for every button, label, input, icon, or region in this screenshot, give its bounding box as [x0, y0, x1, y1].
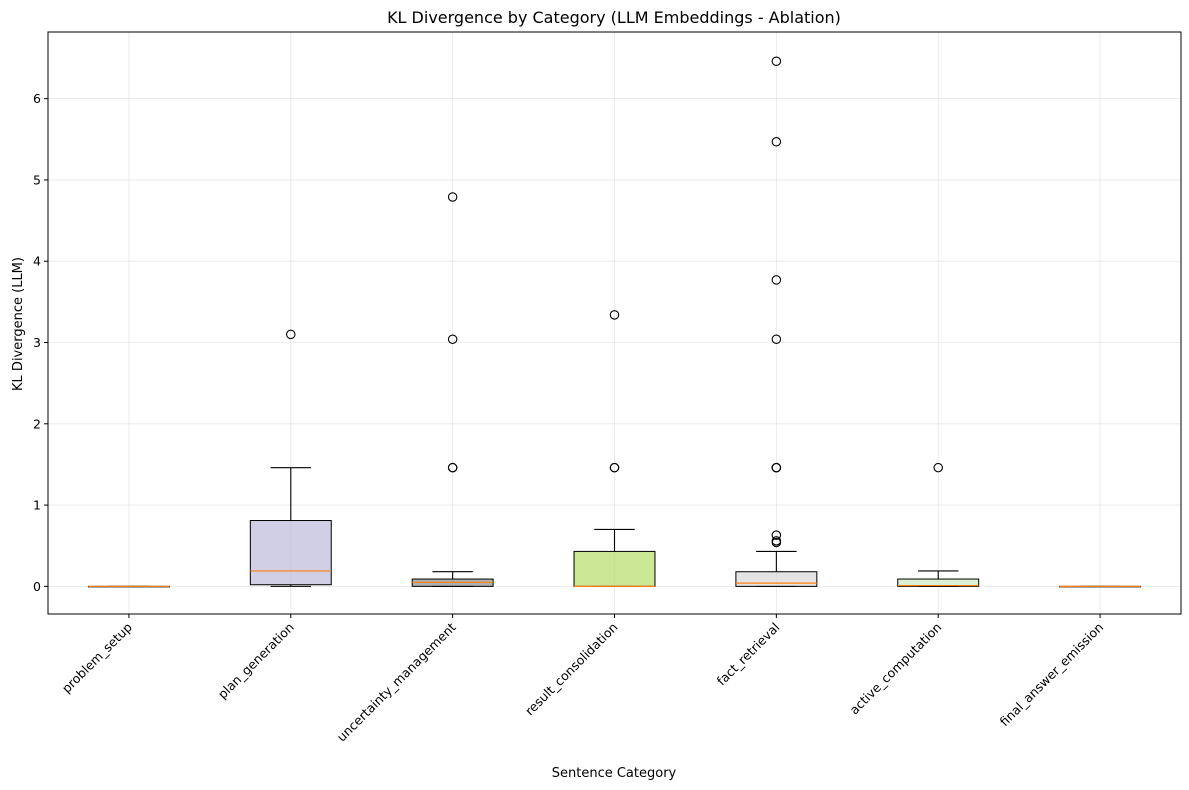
outlier-point — [933, 462, 943, 473]
x-tick-label: active_computation — [847, 620, 945, 718]
box-body — [249, 520, 332, 586]
x-tick-label: fact_retrieval — [714, 620, 783, 689]
x-tick-label: plan_generation — [215, 620, 297, 702]
box-problem_setup — [87, 585, 170, 588]
outlier-point — [286, 329, 296, 340]
y-tick-label: 1 — [33, 498, 41, 513]
outlier-point — [447, 192, 458, 202]
x-axis-label: Sentence Category — [552, 766, 677, 781]
y-tick-label: 2 — [33, 416, 41, 431]
outlier-point — [609, 310, 620, 320]
outlier-point — [609, 462, 620, 473]
box-uncertainty_management — [411, 192, 494, 587]
box-body — [897, 578, 980, 587]
outlier-point — [771, 136, 782, 147]
box-active_computation — [897, 462, 980, 587]
outlier-point — [771, 275, 782, 285]
y-axis: 0 1 2 3 4 5 6 — [33, 91, 48, 594]
outlier-point — [447, 334, 458, 345]
box-final_answer_emission — [1059, 585, 1142, 588]
box-plan_generation — [249, 329, 332, 587]
x-tick-label: uncertainty_management — [334, 619, 459, 744]
box-body — [573, 550, 656, 587]
box-result_consolidation — [573, 310, 656, 587]
box-fact_retrieval — [735, 56, 818, 587]
x-axis: problem_setup plan_generation uncertainty_… — [59, 614, 1106, 745]
x-tick-label: problem_setup — [59, 619, 135, 695]
outlier-point — [447, 462, 458, 473]
outlier-point — [771, 462, 782, 473]
outlier-point — [771, 334, 782, 345]
outlier-point — [771, 530, 782, 540]
y-tick-label: 3 — [33, 335, 41, 350]
x-tick-label: final_answer_emission — [997, 620, 1107, 730]
y-tick-label: 5 — [33, 172, 41, 187]
box-group — [87, 56, 1142, 588]
y-tick-label: 6 — [33, 91, 41, 106]
grid-lines — [48, 32, 1181, 614]
outlier-point — [771, 56, 782, 67]
chart-title: KL Divergence by Category (LLM Embedding… — [387, 8, 841, 27]
y-tick-label: 4 — [33, 254, 41, 269]
y-axis-label: KL Divergence (LLM) — [11, 257, 26, 391]
y-tick-label: 0 — [33, 579, 41, 594]
box-body — [735, 571, 818, 587]
x-tick-label: result_consolidation — [522, 620, 621, 719]
outlier-point — [771, 536, 782, 546]
